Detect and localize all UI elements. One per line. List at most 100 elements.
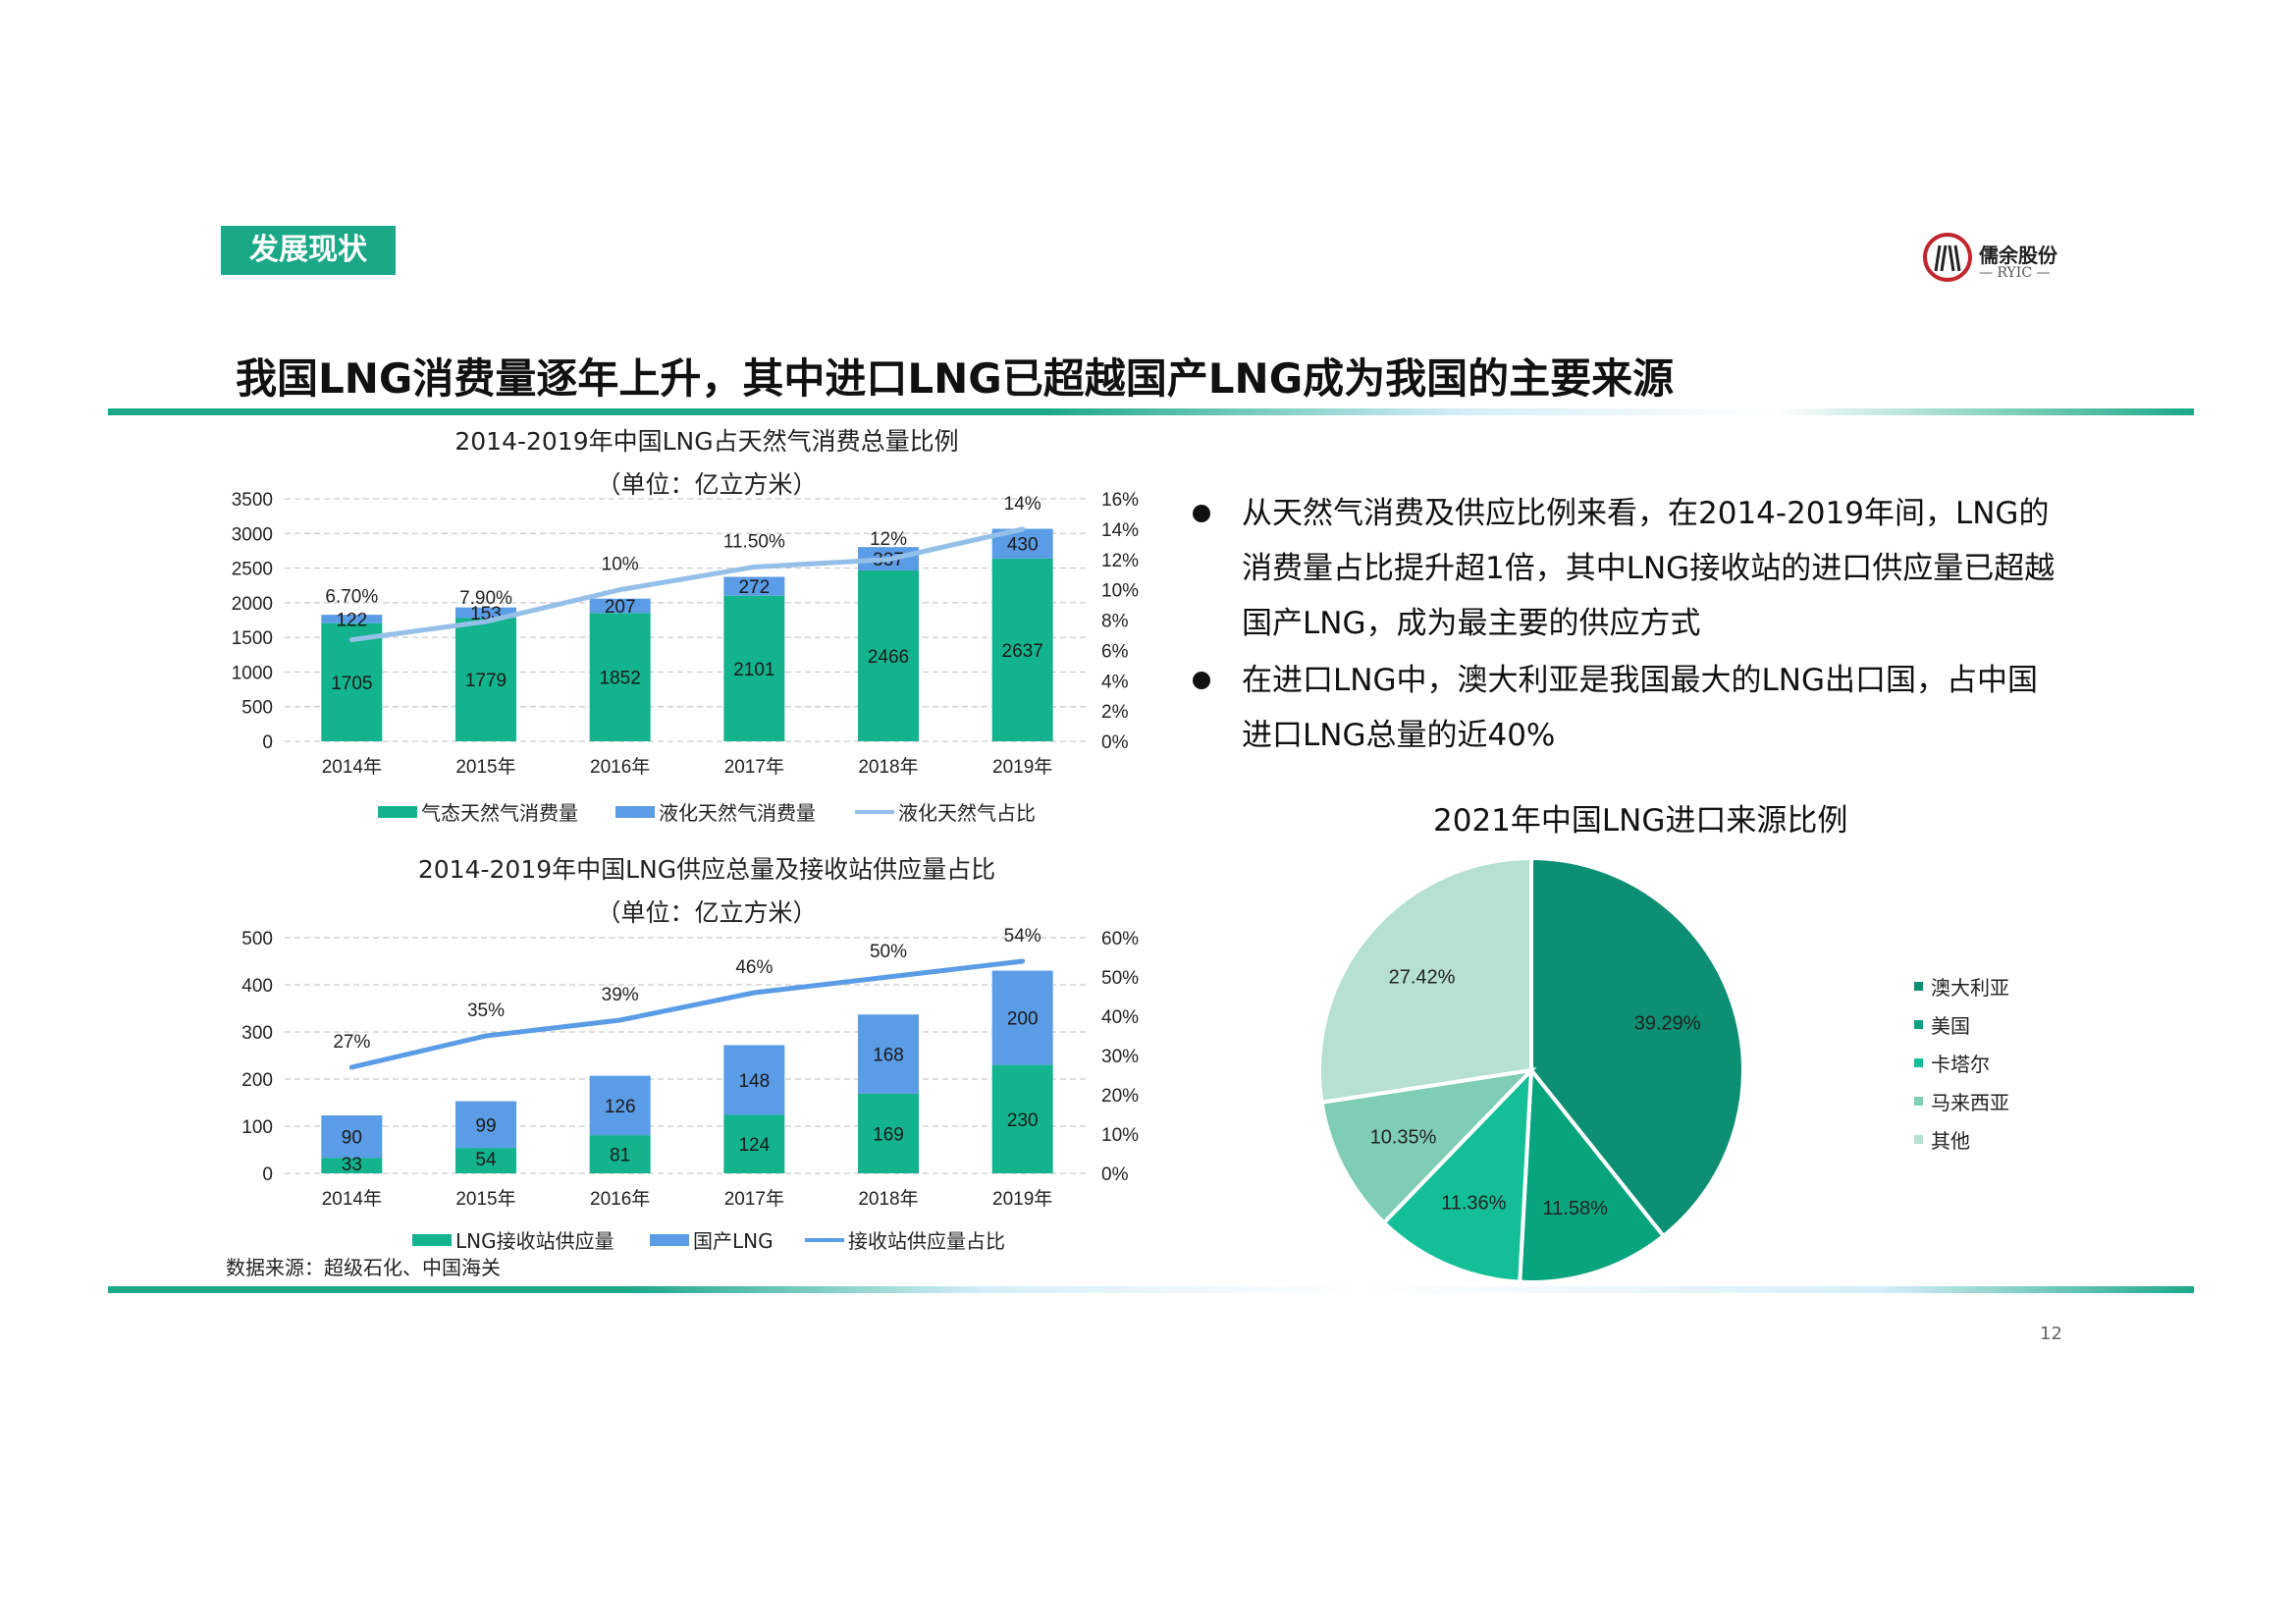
data-label: 124 [738,1135,770,1156]
bar-segment-6-a [991,558,1053,741]
top-rule [108,408,2194,415]
x-tick-label: 2016年 [590,1188,650,1210]
data-label: 2466 [868,647,909,668]
y2-tick-label: 40% [1101,1007,1139,1028]
bar-segment-2-a [455,1148,516,1173]
legend-label: 马来西亚 [1931,1091,2009,1114]
y2-tick-label: 4% [1101,672,1129,692]
y2-tick-label: 16% [1101,490,1139,511]
y2-tick-label: 6% [1101,641,1129,662]
y2-tick-label: 8% [1101,612,1129,632]
line-data-label: 54% [1004,926,1041,947]
chart2-legend: LNG接收站供应量 国产LNG 接收站供应量占比 [412,1225,1041,1255]
line-data-label: 35% [467,1001,505,1021]
bar-segment-3-b [589,1075,651,1136]
pie-legend-item: 其他 [1914,1125,1970,1154]
chart1-title: 2014-2019年中国LNG占天然气消费总量比例 [454,427,959,456]
pie-chart: 39.29% 11.58% 11.36% 10.35% 27.42% [1317,855,1745,1284]
legend-swatch [1914,982,1923,991]
bar-segment-1-b [321,615,383,623]
y2-tick-label: 0% [1101,1164,1129,1185]
pie-legend-item: 美国 [1914,1010,1970,1039]
x-tick-label: 2019年 [992,1188,1052,1210]
line-data-label: 39% [602,985,639,1005]
y2-tick-label: 60% [1101,929,1139,949]
pie-data-label: 11.58% [1543,1198,1609,1219]
legend-label: 其他 [1931,1129,1970,1153]
bar-segment-4-b [723,1045,785,1115]
bar-segment-3-a [589,1135,651,1173]
data-label: 272 [738,577,770,598]
bar-segment-2-b [455,607,516,619]
pie-title: 2021年中国LNG进口来源比例 [1433,803,1848,839]
pie-slice-1 [1529,855,1745,1239]
y2-tick-label: 0% [1101,732,1129,753]
y2-tick-label: 50% [1101,968,1139,989]
data-label: 1705 [331,674,372,694]
line-data-label: 14% [1004,494,1041,514]
pie-legend-item: 马来西亚 [1914,1087,2009,1115]
legend-item-ratio: 液化天然气占比 [855,797,1036,826]
x-tick-label: 2015年 [455,756,515,778]
data-label: 54 [475,1150,497,1170]
data-label: 33 [342,1155,362,1175]
page-title: 我国LNG消费量逐年上升，其中进口LNG已超越国产LNG成为我国的主要来源 [236,354,1675,403]
bullet-text: 从天然气消费及供应比例来看，在2014-2019年间，LNG的消费量占比提升超1… [1242,496,2056,641]
legend-swatch [1914,1135,1923,1144]
x-tick-label: 2017年 [724,756,784,778]
y2-tick-label: 14% [1101,520,1139,541]
legend-label: 气态天然气消费量 [421,801,578,825]
data-label: 207 [605,597,636,618]
legend-item-domestic: 国产LNG [650,1225,774,1254]
logo-emblem-icon [1923,233,1972,282]
bullet-list: 从天然气消费及供应比例来看，在2014-2019年间，LNG的消费量占比提升超1… [1193,486,2056,763]
legend-swatch [855,809,894,814]
legend-item-share: 接收站供应量占比 [805,1225,1005,1254]
legend-swatch [412,1233,452,1246]
y2-tick-label: 20% [1101,1086,1139,1107]
y-tick-label: 1500 [232,628,273,649]
data-label: 2101 [733,660,774,680]
chart2-subtitle: （单位：亿立方米） [596,898,818,927]
data-label: 122 [336,610,367,630]
legend-label: 接收站供应量占比 [848,1229,1005,1253]
legend-item-lng: 液化天然气消费量 [615,797,816,826]
data-label: 168 [873,1046,904,1066]
bar-segment-4-a [723,1114,785,1173]
legend-swatch [1914,1058,1923,1067]
line-data-label: 12% [870,529,907,550]
bar-segment-2-a [455,618,516,741]
logo-sub: — RYIC — [1979,265,2051,281]
pie-data-label: 39.29% [1634,1013,1701,1035]
data-label: 126 [605,1097,636,1117]
x-tick-label: 2016年 [590,756,650,778]
y-tick-label: 500 [241,929,273,949]
y-tick-label: 0 [262,1164,273,1185]
legend-swatch [615,805,655,818]
pie-slice-5 [1317,855,1533,1105]
x-tick-label: 2018年 [858,1188,918,1210]
y-tick-label: 1000 [232,663,273,683]
pie-data-label: 11.36% [1441,1193,1507,1215]
ratio-line [348,526,1026,643]
legend-swatch [805,1237,844,1242]
legend-label: 卡塔尔 [1931,1053,1990,1076]
chart2-title: 2014-2019年中国LNG供应总量及接收站供应量占比 [417,855,996,884]
pie-slice-4 [1319,1067,1537,1226]
chart1-legend: 气态天然气消费量 液化天然气消费量 液化天然气占比 [378,797,1085,827]
company-logo [1922,232,2128,287]
section-tag: 发展现状 [221,226,396,275]
bar-segment-6-b [991,970,1053,1065]
line-data-label: 10% [602,555,639,575]
y-tick-label: 3500 [232,490,273,511]
x-tick-label: 2017年 [724,1188,784,1210]
bar-segment-4-b [723,576,785,596]
data-label: 1779 [465,671,507,691]
bullet-item: 从天然气消费及供应比例来看，在2014-2019年间，LNG的消费量占比提升超1… [1193,486,2056,651]
y-tick-label: 0 [262,732,273,753]
x-tick-label: 2018年 [858,756,918,778]
line-data-label: 50% [870,942,907,962]
legend-label: 澳大利亚 [1931,976,2009,1000]
bar-segment-5-a [858,1093,919,1173]
data-label: 148 [738,1071,770,1092]
